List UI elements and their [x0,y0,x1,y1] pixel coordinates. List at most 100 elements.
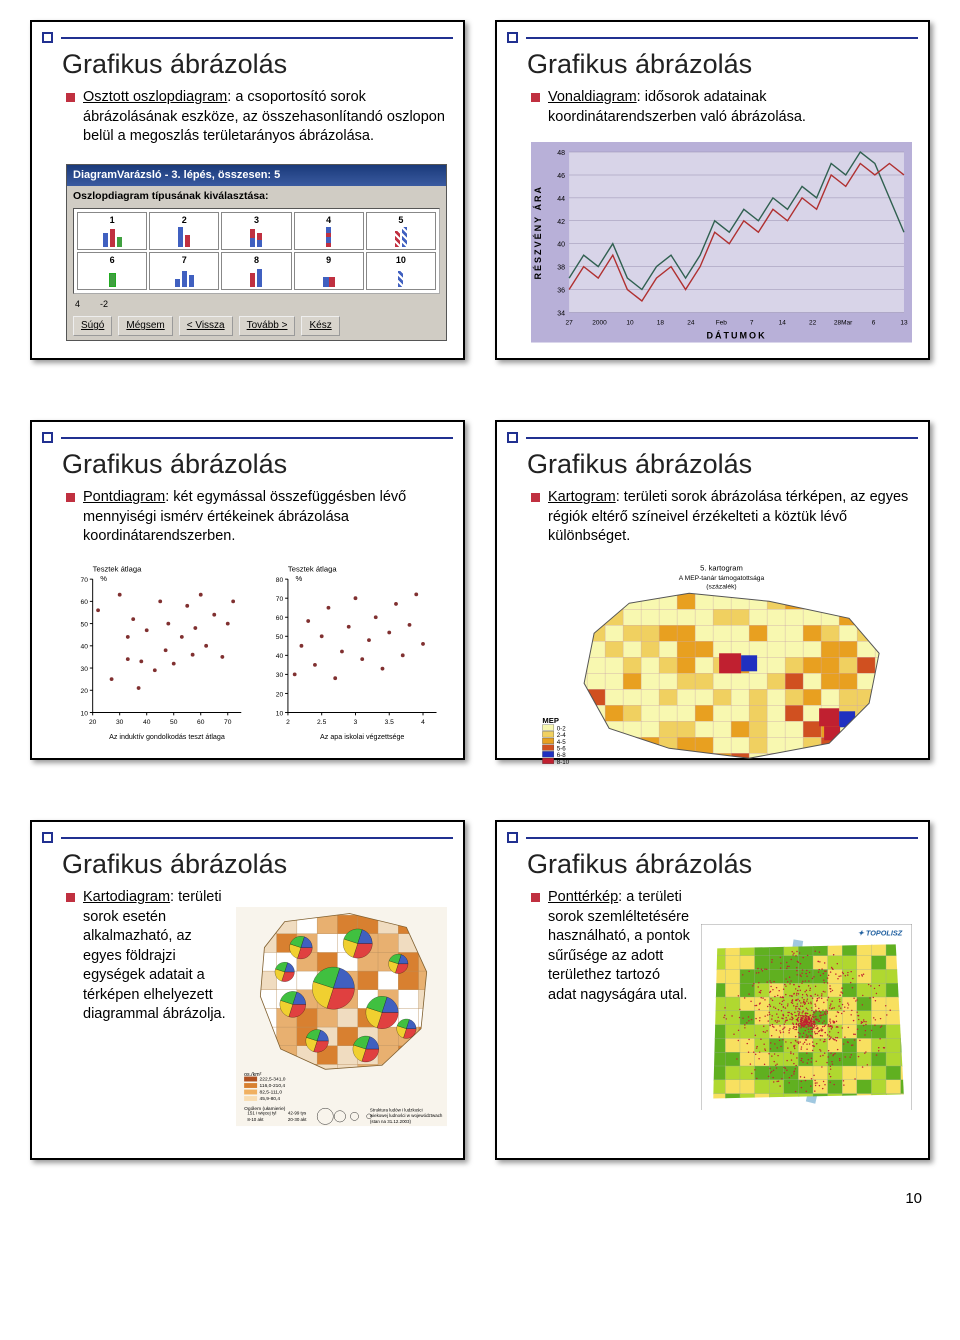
svg-text:20-30 akt: 20-30 akt [288,1118,307,1123]
opt-4[interactable]: 4 [294,212,364,250]
svg-text:82,5-111,0: 82,5-111,0 [260,1090,283,1096]
wizard-help-button[interactable]: Súgó [73,316,112,336]
wizard-back-button[interactable]: < Vissza [179,316,233,336]
svg-text:%: % [296,574,303,583]
wizard-label: Oszlopdiagram típusának kiválasztása: [67,186,446,206]
svg-text:46: 46 [557,173,565,180]
svg-text:14: 14 [779,320,787,327]
slide-title: Grafikus ábrázolás [38,45,457,88]
svg-text:60: 60 [276,615,284,622]
svg-text:30: 30 [116,719,124,726]
wizard-finish-button[interactable]: Kész [301,316,339,336]
slide-vonaldiagram: Grafikus ábrázolás Vonaldiagram: idősoro… [495,20,930,360]
svg-text:44: 44 [557,196,565,203]
svg-text:5. kartogram: 5. kartogram [700,563,743,572]
svg-text:18: 18 [657,320,665,327]
opt-8[interactable]: 8 [221,252,291,290]
svg-text:48: 48 [557,150,565,157]
svg-text:40: 40 [81,644,89,651]
term: Vonaldiagram [548,89,637,105]
term: Kartogram [548,489,616,505]
svg-text:10: 10 [81,710,89,717]
svg-text:22: 22 [809,320,817,327]
svg-text:6: 6 [872,320,876,327]
svg-text:40: 40 [557,242,565,249]
slide-title: Grafikus ábrázolás [38,845,457,888]
wizard-cancel-button[interactable]: Mégsem [118,316,172,336]
svg-text:151 i więcej tyl: 151 i więcej tyl [247,1111,276,1116]
svg-text:70: 70 [276,596,284,603]
page-number: 10 [30,1190,930,1207]
slide-kartodiagram: Grafikus ábrázolás Kartodiagram: terület… [30,820,465,1160]
svg-text:50: 50 [81,621,89,628]
wizard-figure: DiagramVarázsló - 3. lépés, összesen: 5 … [66,159,447,346]
wizard-next-button[interactable]: Tovább > [239,316,296,336]
svg-text:24: 24 [687,320,695,327]
rest: : területi sorok esetén alkalmazható, az… [83,889,226,1022]
opt-7[interactable]: 7 [149,252,219,290]
svg-text:27: 27 [565,320,573,327]
svg-text:40: 40 [276,653,284,660]
svg-text:Struktura ludów i ludzkości: Struktura ludów i ludzkości [370,1108,423,1113]
svg-text:10: 10 [626,320,634,327]
svg-text:Tesztek átlaga: Tesztek átlaga [93,564,142,573]
svg-text:✦ TOPOLISZ: ✦ TOPOLISZ [858,928,903,937]
svg-text:28Mar: 28Mar [834,320,853,327]
svg-text:(százalék): (százalék) [706,583,736,590]
svg-text:(stan na 31.12.2003): (stan na 31.12.2003) [370,1119,412,1124]
svg-text:70: 70 [81,577,89,584]
opt-6[interactable]: 6 [77,252,147,290]
svg-text:60: 60 [81,599,89,606]
svg-text:8-10 akt: 8-10 akt [247,1118,264,1123]
opt-3[interactable]: 3 [221,212,291,250]
svg-text:3.5: 3.5 [385,719,395,726]
svg-text:38: 38 [557,265,565,272]
svg-text:Feb: Feb [716,320,728,327]
choropleth-map: 5. kartogram A MEP-tanár támogatottsága(s… [531,559,912,769]
scatter-chart: Tesztek átlaga%1020304050607020304050607… [66,562,447,743]
svg-text:13: 13 [900,320,908,327]
svg-text:DÁTUMOK: DÁTUMOK [706,330,766,341]
svg-text:30: 30 [276,672,284,679]
svg-text:20: 20 [89,719,97,726]
slide-pontterkep: Grafikus ábrázolás Ponttérkép: a terület… [495,820,930,1160]
opt-9[interactable]: 9 [294,252,364,290]
svg-text:50: 50 [170,719,178,726]
svg-text:30: 30 [81,666,89,673]
svg-text:116,0-210,4: 116,0-210,4 [260,1084,286,1090]
svg-text:RÉSZVÉNY ÁRA: RÉSZVÉNY ÁRA [532,185,543,280]
svg-text:4: 4 [421,719,425,726]
svg-text:8-10: 8-10 [557,758,570,765]
svg-text:80: 80 [276,577,284,584]
title-decor [38,28,457,45]
svg-text:36: 36 [557,288,565,295]
svg-text:2000: 2000 [592,320,607,327]
slide-title: Grafikus ábrázolás [503,445,922,488]
slide-title: Grafikus ábrázolás [503,845,922,888]
svg-text:MEP: MEP [542,716,559,725]
opt-10[interactable]: 10 [366,252,436,290]
svg-text:34: 34 [557,311,565,318]
axis-val: -2 [100,298,108,310]
svg-text:2: 2 [286,719,290,726]
term: Osztott oszlopdiagram [83,89,227,105]
svg-text:45,9-80,4: 45,9-80,4 [260,1097,281,1103]
svg-text:Az induktív gondolkodás teszt: Az induktív gondolkodás teszt átlaga [109,733,225,741]
svg-text:60: 60 [197,719,205,726]
term: Pontdiagram [83,489,165,505]
svg-text:42: 42 [557,219,565,226]
line-chart: 3436384042444648272000101824Feb7142228Ma… [531,142,912,343]
opt-1[interactable]: 1 [77,212,147,250]
svg-text:40: 40 [143,719,151,726]
opt-2[interactable]: 2 [149,212,219,250]
slide-kartogram: Grafikus ábrázolás Kartogram: területi s… [495,420,930,760]
svg-text:20: 20 [276,691,284,698]
term: Ponttérkép [548,889,618,905]
rest: : a területi sorok szemléltetésére haszn… [548,889,690,1003]
opt-5[interactable]: 5 [366,212,436,250]
slide-title: Grafikus ábrázolás [38,445,457,488]
svg-text:A MEP-tanár támogatottsága: A MEP-tanár támogatottsága [679,575,765,582]
slide-osztott-oszlop: Grafikus ábrázolás Osztott oszlopdiagram… [30,20,465,360]
svg-text:Az apa iskolai végzettsége: Az apa iskolai végzettsége [320,733,404,741]
svg-text:50: 50 [276,634,284,641]
